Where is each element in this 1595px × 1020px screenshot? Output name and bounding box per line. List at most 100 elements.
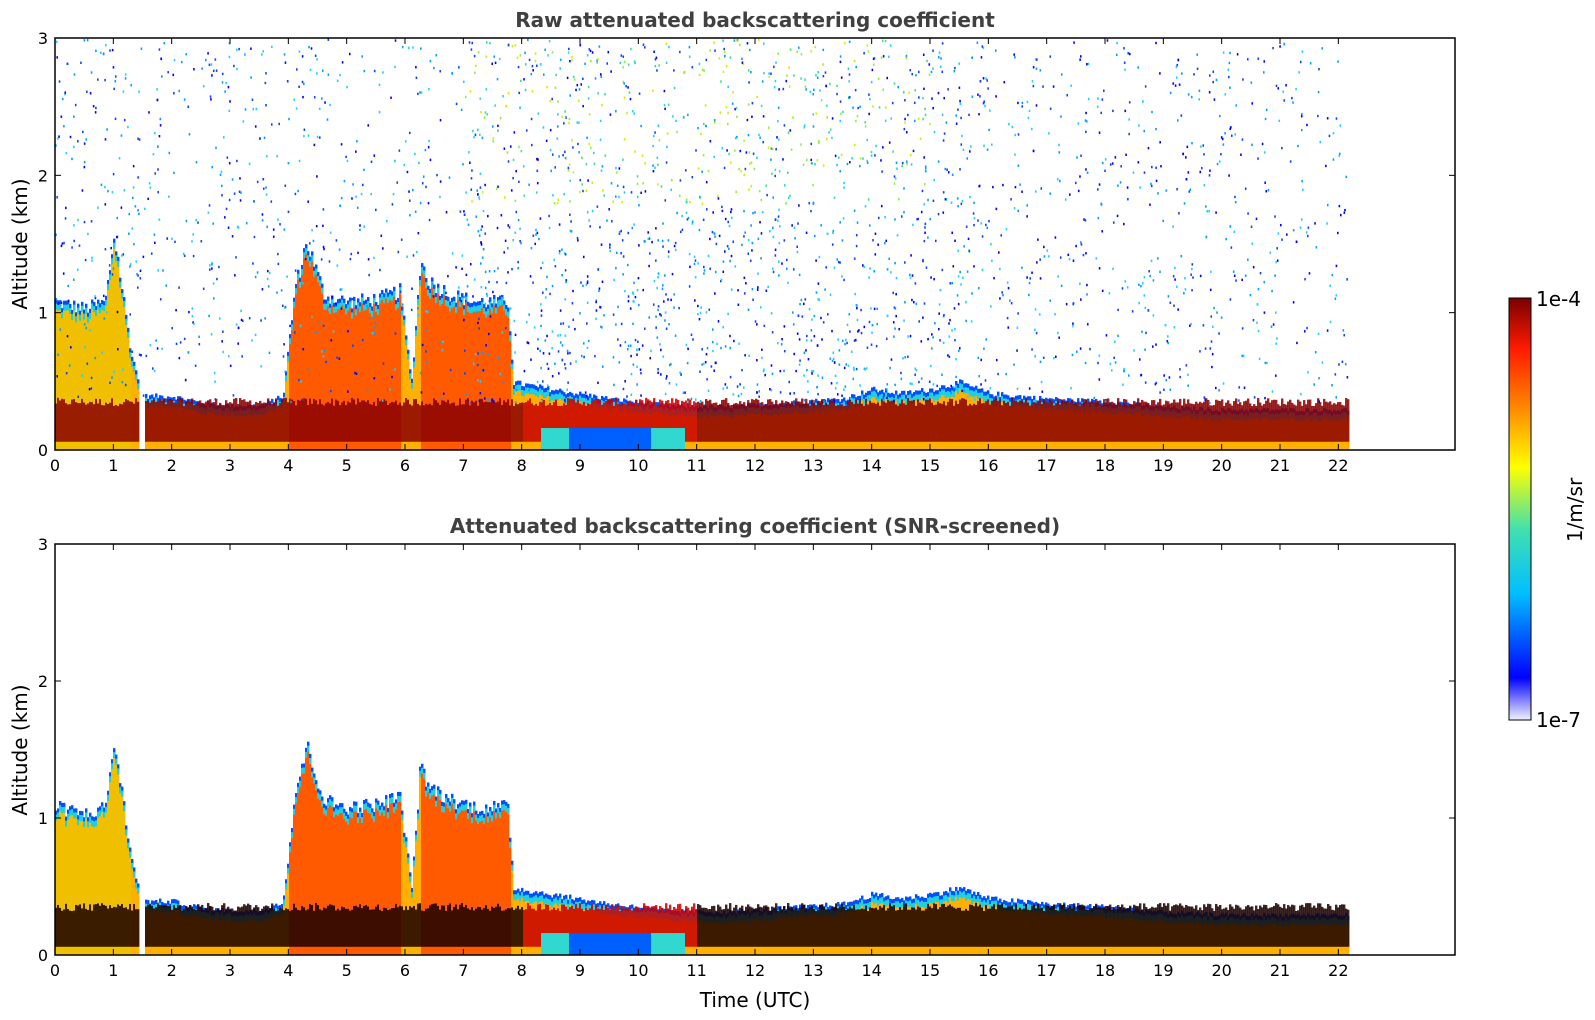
- layer-edge: [875, 389, 878, 396]
- boundary-layer-core: [897, 405, 900, 442]
- noise-speckle: [667, 255, 670, 258]
- layer-edge: [555, 393, 558, 400]
- noise-speckle: [636, 195, 639, 199]
- noise-speckle: [228, 42, 231, 45]
- noise-speckle: [528, 313, 530, 316]
- noise-speckle: [1155, 343, 1157, 346]
- boundary-layer-core: [813, 400, 816, 442]
- layer-column: [505, 305, 508, 450]
- noise-speckle: [750, 224, 752, 227]
- noise-speckle: [540, 366, 542, 370]
- noise-speckle: [957, 275, 960, 278]
- noise-speckle: [1335, 117, 1338, 120]
- layer-column: [93, 302, 96, 450]
- boundary-layer-core: [967, 405, 970, 442]
- layer-edge: [121, 289, 124, 296]
- noise-speckle: [805, 88, 807, 91]
- layer-column: [87, 312, 90, 450]
- noise-speckle: [463, 210, 465, 213]
- layer-edge: [509, 331, 512, 338]
- layer-edge: [381, 294, 384, 301]
- noise-speckle: [1039, 360, 1042, 364]
- layer-edge: [863, 394, 866, 401]
- layer-edge: [579, 395, 582, 402]
- noise-speckle: [64, 217, 67, 220]
- noise-speckle: [193, 322, 195, 326]
- noise-speckle: [814, 45, 817, 49]
- boundary-layer-core: [95, 398, 98, 442]
- noise-speckle: [711, 230, 714, 234]
- noise-speckle: [1214, 386, 1217, 390]
- noise-speckle: [833, 266, 836, 269]
- noise-speckle: [352, 344, 354, 347]
- noise-speckle: [922, 117, 925, 121]
- noise-speckle: [785, 202, 787, 205]
- layer-column: [397, 298, 400, 450]
- boundary-layer-core: [795, 398, 798, 442]
- noise-speckle: [579, 312, 581, 315]
- layer-edge: [1033, 395, 1036, 402]
- noise-speckle: [368, 317, 371, 320]
- noise-speckle: [477, 321, 479, 325]
- noise-speckle: [345, 155, 347, 159]
- noise-speckle: [515, 210, 518, 214]
- noise-speckle: [630, 354, 632, 358]
- layer-edge: [115, 255, 118, 262]
- noise-speckle: [171, 327, 173, 330]
- noise-speckle: [740, 169, 742, 173]
- boundary-layer-core: [753, 400, 756, 442]
- noise-speckle: [707, 389, 710, 393]
- layer-edge: [827, 398, 830, 405]
- noise-speckle: [94, 111, 97, 114]
- layer-edge: [365, 299, 368, 306]
- boundary-layer-core: [1041, 404, 1044, 442]
- layer-edge: [459, 297, 462, 304]
- noise-speckle: [931, 97, 933, 100]
- boundary-layer-core: [163, 398, 166, 442]
- noise-speckle: [1235, 104, 1238, 107]
- layer-column: [101, 300, 104, 450]
- layer-edge: [129, 352, 132, 359]
- layer-edge: [567, 393, 570, 400]
- noise-speckle: [154, 172, 157, 175]
- boundary-layer-core: [959, 399, 962, 442]
- noise-speckle: [886, 268, 889, 271]
- layer-edge: [975, 389, 978, 396]
- boundary-layer-core: [357, 398, 360, 442]
- noise-speckle: [617, 305, 619, 309]
- noise-speckle: [501, 297, 503, 300]
- layer-edge: [865, 392, 868, 399]
- noise-speckle: [848, 40, 851, 44]
- noise-speckle: [787, 196, 790, 200]
- noise-speckle: [771, 226, 774, 230]
- noise-speckle: [55, 144, 57, 147]
- boundary-layer-core: [1027, 402, 1030, 442]
- noise-speckle: [705, 58, 708, 62]
- noise-speckle: [759, 136, 761, 139]
- noise-speckle: [1343, 334, 1346, 337]
- noise-speckle: [394, 332, 397, 335]
- layer-edge: [841, 399, 844, 406]
- near-range-signal: [587, 428, 590, 450]
- near-range-signal: [603, 428, 606, 450]
- noise-speckle: [530, 358, 532, 361]
- noise-speckle: [1112, 267, 1114, 271]
- noise-speckle: [848, 73, 851, 76]
- layer-edge: [395, 300, 398, 307]
- boundary-layer-core: [229, 402, 232, 442]
- layer-column: [355, 305, 358, 450]
- boundary-layer-core: [997, 400, 1000, 442]
- near-range-signal: [547, 428, 550, 450]
- layer-edge: [569, 391, 572, 398]
- noise-speckle: [961, 389, 963, 393]
- layer-edge: [891, 392, 894, 399]
- layer-edge: [395, 304, 398, 311]
- boundary-layer-core: [535, 403, 538, 442]
- boundary-layer-core: [1161, 405, 1164, 442]
- boundary-layer-core: [823, 404, 826, 442]
- noise-speckle: [626, 395, 628, 398]
- noise-speckle: [295, 107, 298, 110]
- noise-speckle: [675, 383, 678, 386]
- layer-edge: [899, 397, 902, 404]
- noise-speckle: [85, 326, 88, 330]
